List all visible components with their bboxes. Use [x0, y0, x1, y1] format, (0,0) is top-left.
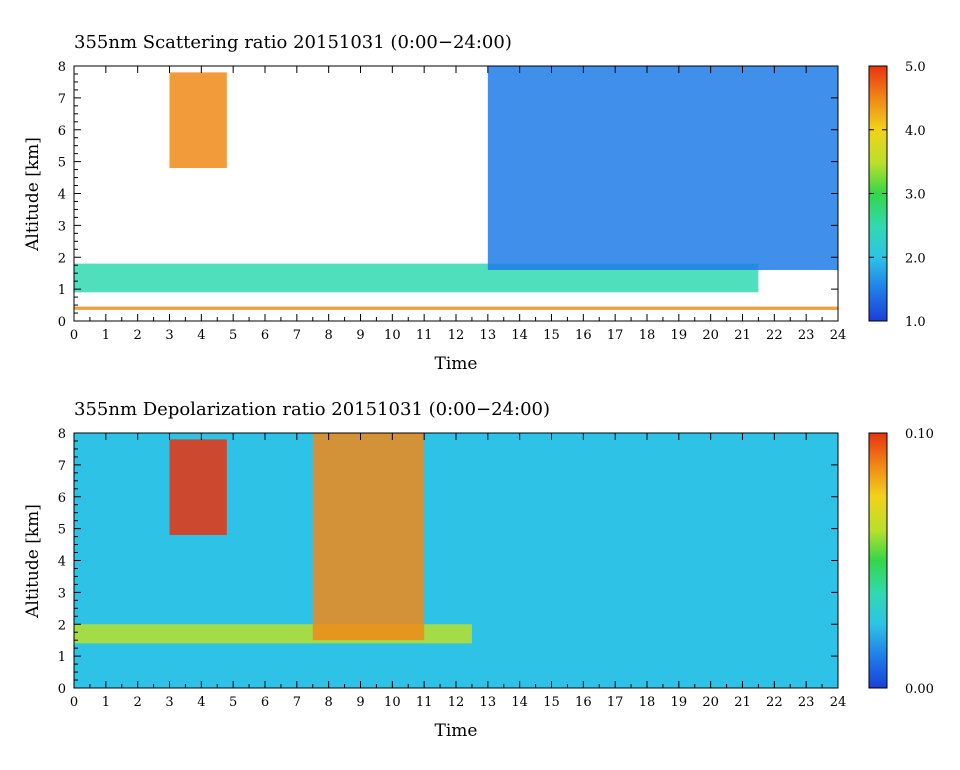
heatmap-feature	[169, 72, 227, 168]
panel-depolarization: 355nm Depolarization ratio 20151031 (0:0…	[23, 399, 934, 741]
colorbar-tick-label: 3.0	[905, 188, 926, 203]
x-tick-label: 11	[416, 328, 433, 343]
x-tick-label: 12	[448, 328, 465, 343]
colorbar-tick-label: 2.0	[905, 251, 926, 266]
x-tick-label: 2	[134, 695, 142, 710]
x-tick-label: 7	[293, 695, 301, 710]
y-axis-label: Altitude [km]	[23, 137, 43, 252]
x-tick-label: 10	[384, 328, 401, 343]
x-tick-label: 22	[766, 695, 783, 710]
x-tick-label: 23	[798, 695, 815, 710]
x-tick-label: 13	[480, 695, 497, 710]
chart-title: 355nm Scattering ratio 20151031 (0:00−24…	[74, 32, 512, 53]
colorbar	[868, 432, 888, 689]
x-tick-label: 0	[70, 328, 78, 343]
y-tick-label: 6	[58, 124, 66, 139]
x-tick-label: 0	[70, 695, 78, 710]
colorbar-tick-label: 5.0	[905, 60, 926, 75]
x-tick-label: 8	[325, 695, 333, 710]
y-tick-label: 2	[58, 251, 66, 266]
x-tick-label: 24	[830, 695, 847, 710]
x-tick-label: 16	[575, 328, 592, 343]
colorbar-ticks: 0.00 0.10	[869, 427, 934, 697]
colorbar-tick-label: 1.0	[905, 315, 926, 330]
x-tick-label: 9	[356, 328, 364, 343]
x-tick-label: 4	[197, 695, 205, 710]
y-tick-label: 5	[58, 523, 66, 538]
colorbar-tick-label: 0.00	[905, 682, 934, 697]
heatmap-feature	[169, 439, 227, 535]
y-tick-label: 4	[58, 188, 66, 203]
x-tick-label: 1	[102, 328, 110, 343]
x-tick-label: 20	[702, 328, 719, 343]
x-tick-label: 2	[134, 328, 142, 343]
y-tick-label: 3	[58, 219, 66, 234]
x-tick-label: 22	[766, 328, 783, 343]
x-tick-label: 9	[356, 695, 364, 710]
x-tick-label: 8	[325, 328, 333, 343]
y-tick-label: 7	[58, 459, 66, 474]
x-tick-label: 18	[639, 328, 656, 343]
heatmap-feature	[312, 433, 425, 641]
panel-scattering: 355nm Scattering ratio 20151031 (0:00−24…	[23, 32, 926, 374]
heatmap-area	[74, 66, 838, 310]
chart-title: 355nm Depolarization ratio 20151031 (0:0…	[74, 399, 550, 420]
y-tick-label: 0	[58, 682, 66, 697]
colorbar-ticks: 1.0 2.0 3.0 4.0 5.0	[869, 60, 926, 330]
x-tick-label: 19	[671, 328, 688, 343]
x-tick-label: 18	[639, 695, 656, 710]
heatmap-feature	[487, 66, 838, 270]
y-tick-label: 6	[58, 491, 66, 506]
x-tick-label: 12	[448, 695, 465, 710]
x-axis: 0 1 2 3 4 5 6 7 8 9 10 11 12 13 14 15 16 17 18 19 20 21 22 23 24	[70, 66, 846, 343]
x-tick-label: 23	[798, 328, 815, 343]
x-tick-label: 14	[511, 695, 528, 710]
x-tick-label: 21	[734, 695, 751, 710]
y-tick-label: 2	[58, 618, 66, 633]
x-tick-label: 15	[543, 695, 560, 710]
x-tick-label: 15	[543, 328, 560, 343]
y-tick-label: 4	[58, 555, 66, 570]
x-tick-label: 3	[165, 328, 173, 343]
y-axis: 0 1 2 3 4 5 6 7 8	[58, 427, 838, 697]
x-axis: 0 1 2 3 4 5 6 7 8 9 10 11 12 13 14 15 16 17 18 19 20 21 22 23 24	[70, 433, 846, 710]
x-tick-label: 24	[830, 328, 847, 343]
y-tick-label: 8	[58, 427, 66, 442]
heatmap-feature	[74, 306, 838, 310]
x-tick-label: 21	[734, 328, 751, 343]
x-axis-label: Time	[435, 721, 478, 741]
heatmap-area	[74, 433, 838, 688]
x-tick-label: 14	[511, 328, 528, 343]
y-tick-label: 1	[58, 283, 66, 298]
y-axis: 0 1 2 3 4 5 6 7 8	[58, 60, 838, 330]
x-tick-label: 5	[229, 328, 237, 343]
x-tick-label: 11	[416, 695, 433, 710]
x-tick-label: 17	[607, 328, 624, 343]
x-tick-label: 20	[702, 695, 719, 710]
y-tick-label: 3	[58, 586, 66, 601]
y-tick-label: 7	[58, 92, 66, 107]
colorbar-tick-label: 4.0	[905, 124, 926, 139]
x-tick-label: 6	[261, 328, 269, 343]
y-tick-label: 1	[58, 650, 66, 665]
x-tick-label: 3	[165, 695, 173, 710]
x-tick-label: 17	[607, 695, 624, 710]
y-axis-label: Altitude [km]	[23, 504, 43, 619]
x-axis-label: Time	[435, 354, 478, 374]
x-tick-label: 13	[480, 328, 497, 343]
colorbar-tick-label: 0.10	[905, 427, 934, 442]
x-tick-label: 7	[293, 328, 301, 343]
x-tick-label: 16	[575, 695, 592, 710]
y-tick-label: 0	[58, 315, 66, 330]
x-tick-label: 10	[384, 695, 401, 710]
y-tick-label: 5	[58, 156, 66, 171]
x-tick-label: 19	[671, 695, 688, 710]
x-tick-label: 6	[261, 695, 269, 710]
y-tick-label: 8	[58, 60, 66, 75]
x-tick-label: 4	[197, 328, 205, 343]
x-tick-label: 5	[229, 695, 237, 710]
x-tick-label: 1	[102, 695, 110, 710]
